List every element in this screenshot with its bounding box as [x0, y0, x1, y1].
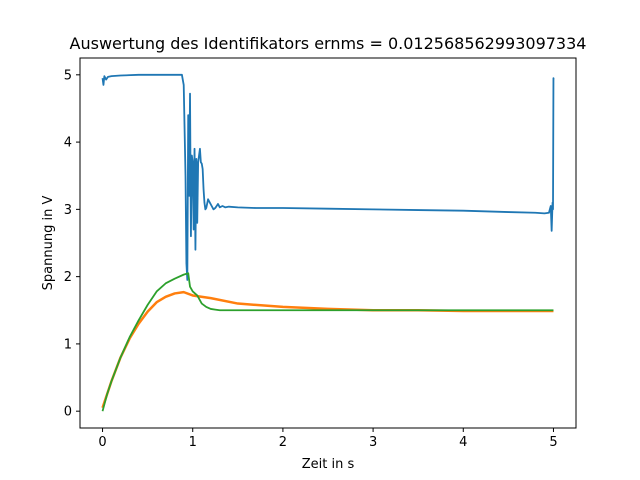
y-tick-label: 4 — [64, 136, 72, 151]
x-tick-label: 4 — [459, 435, 467, 450]
plot-area — [80, 58, 576, 428]
x-tick-label: 3 — [369, 435, 377, 450]
y-tick-label: 2 — [64, 270, 72, 285]
x-tick-label: 1 — [189, 435, 197, 450]
x-axis-title: Zeit in s — [302, 457, 355, 472]
series-line-1 — [101, 73, 555, 281]
series-line-3 — [101, 272, 554, 412]
y-axis-title: Spannung in V — [41, 196, 56, 291]
series-layer — [101, 73, 555, 412]
y-tick-label: 5 — [64, 68, 72, 83]
x-tick-label: 0 — [98, 435, 106, 450]
x-tick-label: 2 — [279, 435, 287, 450]
axes-frame — [79, 57, 577, 429]
y-tick-label: 0 — [64, 405, 72, 420]
y-tick-label: 3 — [64, 203, 72, 218]
y-tick-label: 1 — [64, 337, 72, 352]
chart-title: Auswertung des Identifikators ernms = 0.… — [70, 34, 587, 53]
axes-layer: 0 1 2 3 4 5 0 1 2 3 4 5 — [64, 57, 577, 450]
x-tick-label: 5 — [549, 435, 557, 450]
